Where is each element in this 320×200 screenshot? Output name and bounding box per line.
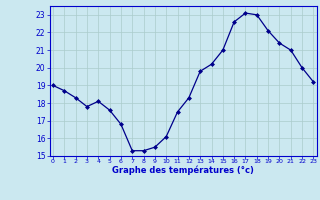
X-axis label: Graphe des températures (°c): Graphe des températures (°c) (112, 166, 254, 175)
